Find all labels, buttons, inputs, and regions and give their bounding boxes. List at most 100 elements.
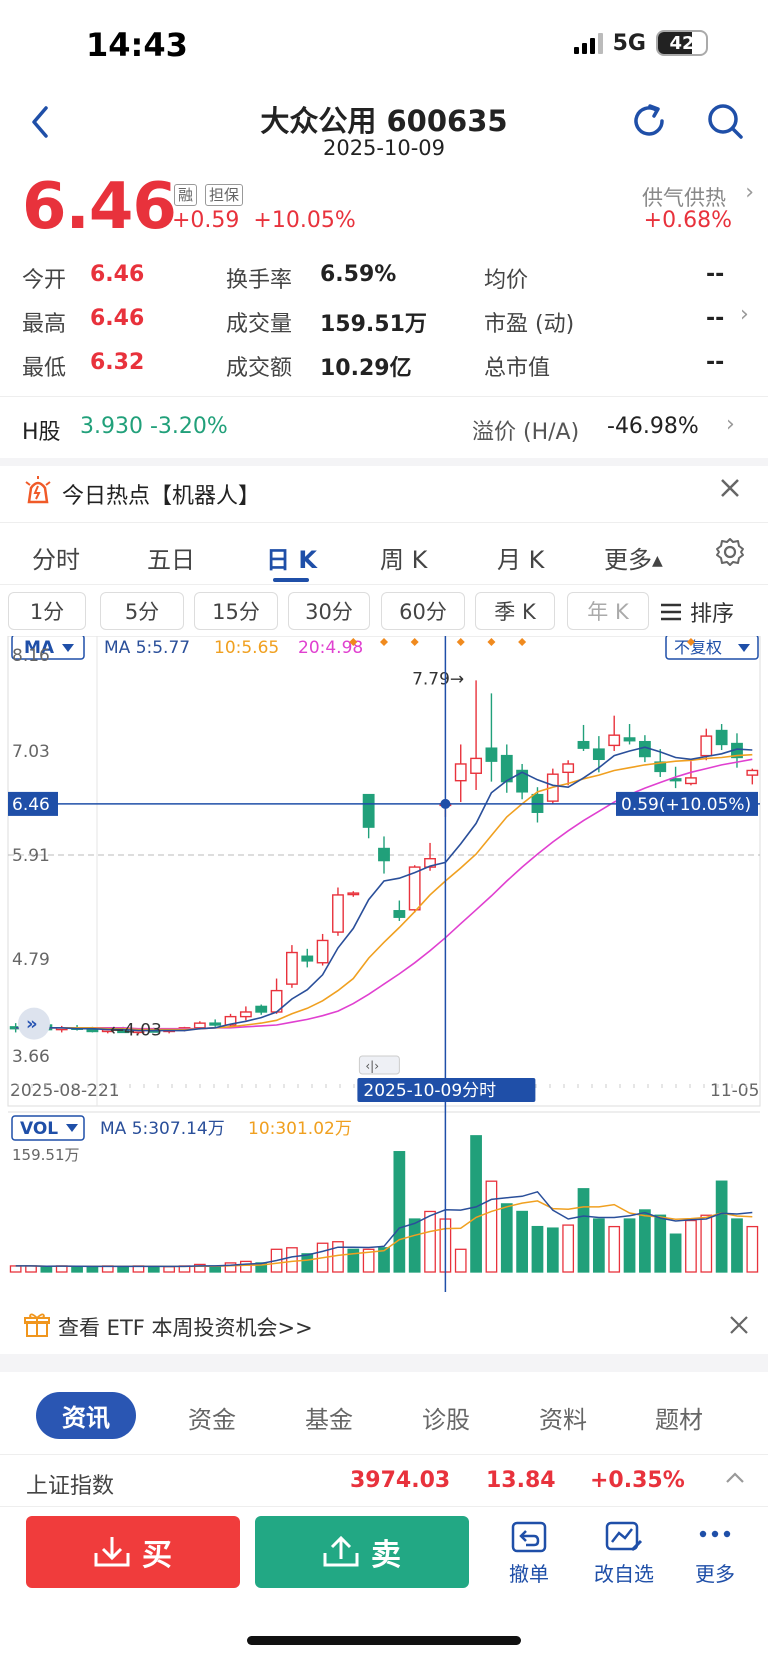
- close-icon[interactable]: [718, 476, 742, 504]
- signal-marker: [686, 638, 695, 646]
- drag-arrows-icon: ‹|›: [365, 1059, 379, 1073]
- download-arrow-icon: [94, 1537, 130, 1567]
- signal-marker: [349, 638, 358, 646]
- tab-profile[interactable]: 资料: [539, 1406, 587, 1434]
- volume-bar: [731, 1218, 743, 1273]
- sell-button[interactable]: 卖: [255, 1516, 469, 1588]
- tab-themes[interactable]: 题材: [655, 1406, 703, 1434]
- period-15min[interactable]: 15分: [194, 592, 278, 630]
- avg-label: 均价: [484, 268, 529, 293]
- volume-bar: [193, 1263, 206, 1273]
- volume-bar: [577, 1188, 590, 1273]
- volume-bar: [669, 1233, 682, 1273]
- vol-selector-label: VOL: [20, 1119, 58, 1139]
- ma5-line: [15, 746, 753, 1032]
- volume-label: 成交量: [226, 312, 293, 337]
- tab-news[interactable]: 资讯: [36, 1392, 136, 1439]
- premium-label[interactable]: 溢价 (H/A): [472, 420, 580, 445]
- back-button[interactable]: [22, 100, 62, 144]
- tab-intraday[interactable]: 分时: [32, 546, 80, 574]
- volume-bar: [71, 1266, 83, 1273]
- etf-banner-link[interactable]: 查看 ETF 本周投资机会>>: [58, 1316, 313, 1340]
- candle-body: [577, 740, 590, 749]
- chevron-right-icon[interactable]: ›: [740, 302, 749, 327]
- period-1min[interactable]: 1分: [8, 592, 86, 630]
- candle-body: [608, 734, 621, 747]
- signal-icon: [573, 32, 603, 54]
- network-label: 5G: [612, 30, 646, 56]
- cancel-order-button[interactable]: 撤单: [494, 1520, 564, 1587]
- candle-body: [408, 866, 421, 911]
- high-label: 最高: [22, 312, 67, 337]
- candle-body: [623, 737, 636, 742]
- candle-body: [255, 1005, 268, 1013]
- sort-button[interactable]: 排序: [660, 596, 734, 628]
- volume-bar: [746, 1225, 759, 1273]
- search-button[interactable]: [704, 100, 746, 142]
- volume-bar: [700, 1214, 713, 1273]
- hot-topic-link[interactable]: 今日热点【机器人】: [62, 484, 261, 509]
- chevron-down-icon: [62, 644, 74, 652]
- mktcap-value: --: [706, 350, 725, 375]
- candle-body: [424, 858, 436, 868]
- candle-body: [470, 757, 482, 774]
- more-button[interactable]: 更多: [680, 1520, 750, 1587]
- settings-button[interactable]: [714, 536, 746, 572]
- chevron-right-icon[interactable]: ›: [726, 412, 735, 437]
- ma5-label: MA 5:5.77: [104, 638, 190, 658]
- signal-marker: [380, 638, 388, 646]
- hshare-label: H股: [22, 420, 61, 445]
- volume-bar: [639, 1209, 651, 1273]
- crosshair-dot: [440, 798, 451, 809]
- chart-frame: [7, 636, 761, 1107]
- volume-bar: [531, 1225, 544, 1273]
- candle-body: [562, 763, 575, 774]
- volume-bar: [117, 1266, 129, 1273]
- tab-daily-k[interactable]: 日 K: [266, 546, 317, 574]
- crosshair-change-label: 0.59(+10.05%): [621, 795, 751, 815]
- refresh-button[interactable]: [628, 100, 670, 142]
- candle-body: [209, 1022, 222, 1026]
- tab-more[interactable]: 更多▲: [604, 546, 663, 574]
- tab-monthly-k[interactable]: 月 K: [497, 546, 545, 574]
- premium-value[interactable]: -46.98%: [607, 414, 699, 439]
- period-5min[interactable]: 5分: [100, 592, 184, 630]
- volume-bar: [240, 1260, 252, 1273]
- sector-link[interactable]: 供气供热: [642, 186, 726, 210]
- y-tick-label: 5.91: [12, 846, 50, 866]
- kline-chart[interactable]: MA MA 5:5.77 10:5.65 20:4.98 不复权 8.16 7.03 5.91…: [0, 636, 768, 1292]
- candle-body: [362, 793, 375, 828]
- search-icon: [708, 104, 743, 139]
- candle-body: [685, 777, 697, 785]
- period-year[interactable]: 年 K: [567, 592, 649, 630]
- close-icon[interactable]: [728, 1314, 750, 1340]
- buy-button[interactable]: 买: [26, 1516, 240, 1588]
- volume-bar: [362, 1248, 375, 1273]
- section-gap: [0, 1354, 768, 1372]
- index-name[interactable]: 上证指数: [26, 1474, 115, 1499]
- volume-bar: [608, 1225, 621, 1273]
- expand-handle: [18, 1007, 50, 1040]
- volume-bar: [623, 1218, 636, 1273]
- index-change: 13.84: [486, 1468, 556, 1493]
- volume-bar: [500, 1203, 513, 1273]
- period-quarter[interactable]: 季 K: [475, 592, 555, 630]
- period-60min[interactable]: 60分: [381, 592, 465, 630]
- volume-bar: [378, 1247, 390, 1273]
- tab-five-day[interactable]: 五日: [147, 546, 195, 574]
- chevron-left-icon: [32, 106, 48, 138]
- tab-capital[interactable]: 资金: [188, 1406, 236, 1434]
- signal-marker: [456, 638, 465, 646]
- tab-diagnose[interactable]: 诊股: [422, 1406, 470, 1434]
- chevron-up-icon[interactable]: [724, 1470, 746, 1490]
- tab-funds[interactable]: 基金: [305, 1406, 353, 1434]
- tab-weekly-k[interactable]: 周 K: [380, 546, 428, 574]
- volume-bar: [470, 1135, 482, 1273]
- period-30min[interactable]: 30分: [288, 592, 370, 630]
- edit-watchlist-button[interactable]: 改自选: [589, 1520, 659, 1587]
- candle-body: [224, 1015, 237, 1026]
- volume-bar: [301, 1253, 314, 1273]
- turnover-value: 6.59%: [320, 262, 397, 287]
- volume-bar: [424, 1210, 436, 1273]
- divider: [0, 1454, 768, 1455]
